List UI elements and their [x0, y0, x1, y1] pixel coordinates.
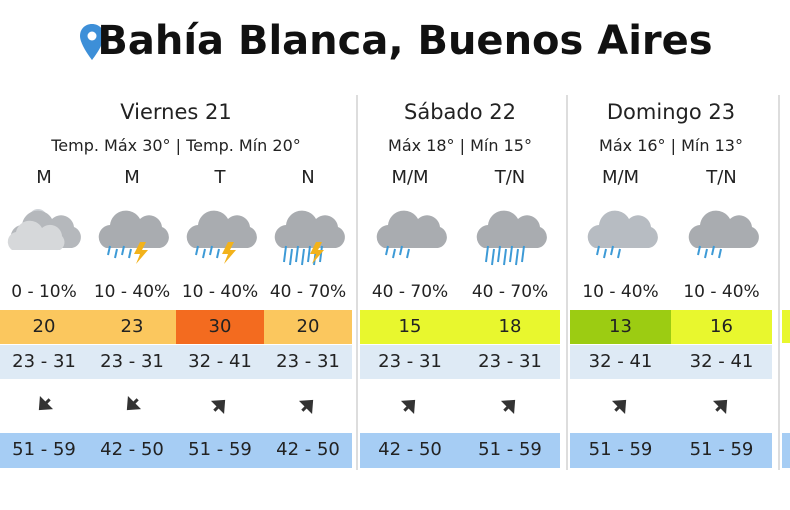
humidity: 32 - 41 [570, 345, 671, 379]
wind-direction [400, 395, 420, 419]
day-name: Domingo 23 [606, 100, 736, 124]
day-summary: Máx 16° | Mín 13° [599, 136, 743, 155]
wind-speed: 42 - 50 [360, 433, 460, 468]
humidity: 23 - 31 [88, 345, 176, 379]
temperature: 13 [570, 310, 671, 344]
temperature: 20 [0, 310, 88, 344]
wind-speed: 51 - 59 [671, 433, 772, 468]
weather-icon [180, 196, 260, 270]
page-title: Bahía Blanca, Buenos Aires [97, 18, 713, 64]
wind-speed: 51 - 59 [570, 433, 671, 468]
rain-chance: 40 - 70% [471, 282, 549, 302]
temperature: 30 [176, 310, 264, 344]
wind-direction [34, 395, 54, 419]
rain-chance: 40 - 70% [269, 282, 347, 302]
temperature: 15 [360, 310, 460, 344]
weather-icon [4, 196, 84, 270]
period-label: M/M [391, 167, 429, 188]
rain-chance: 0 - 10% [11, 282, 77, 302]
wind-speed: 51 - 59 [176, 433, 264, 468]
day-name: Viernes 21 [120, 100, 232, 124]
day-summary: Máx 18° | Mín 15° [388, 136, 532, 155]
wind-direction [298, 395, 318, 419]
temperature: 16 [671, 310, 772, 344]
humidity: 32 - 41 [176, 345, 264, 379]
wind-speed: 42 - 50 [88, 433, 176, 468]
weather-icon [470, 196, 550, 270]
period-label: T [214, 167, 226, 188]
period-label: M/M [601, 167, 640, 188]
period-label: T/N [706, 167, 737, 188]
period-label: M [36, 167, 52, 188]
rain-chance: 10 - 40% [93, 282, 171, 302]
temperature: 20 [264, 310, 352, 344]
day-summary: Temp. Máx 30° | Temp. Mín 20° [51, 136, 301, 155]
day-name: Sábado 22 [404, 100, 516, 124]
next-day-strip [782, 310, 790, 343]
weather-icon [92, 196, 172, 270]
rain-chance: 10 - 40% [683, 282, 760, 302]
wind-speed: 51 - 59 [0, 433, 88, 468]
period-label: M [124, 167, 140, 188]
rain-chance: 10 - 40% [181, 282, 259, 302]
temperature: 18 [460, 310, 560, 344]
weather-icon [370, 196, 450, 270]
separator [356, 95, 358, 470]
rain-chance: 10 - 40% [582, 282, 659, 302]
wind-direction [210, 395, 230, 419]
humidity: 23 - 31 [264, 345, 352, 379]
period-label: T/N [494, 167, 526, 188]
humidity: 23 - 31 [360, 345, 460, 379]
rain-chance: 40 - 70% [371, 282, 449, 302]
location-pin [80, 24, 104, 60]
temperature: 23 [88, 310, 176, 344]
wind-direction [500, 395, 520, 419]
period-label: N [301, 167, 315, 188]
humidity: 23 - 31 [0, 345, 88, 379]
wind-direction [122, 395, 142, 419]
next-day-strip [782, 433, 790, 468]
wind-direction [712, 395, 732, 419]
humidity: 32 - 41 [671, 345, 772, 379]
weather-icon [682, 196, 762, 270]
weather-icon [268, 196, 348, 270]
wind-speed: 51 - 59 [460, 433, 560, 468]
separator [566, 95, 568, 470]
wind-direction [611, 395, 631, 419]
separator [778, 95, 780, 470]
humidity: 23 - 31 [460, 345, 560, 379]
weather-icon [581, 196, 661, 270]
wind-speed: 42 - 50 [264, 433, 352, 468]
